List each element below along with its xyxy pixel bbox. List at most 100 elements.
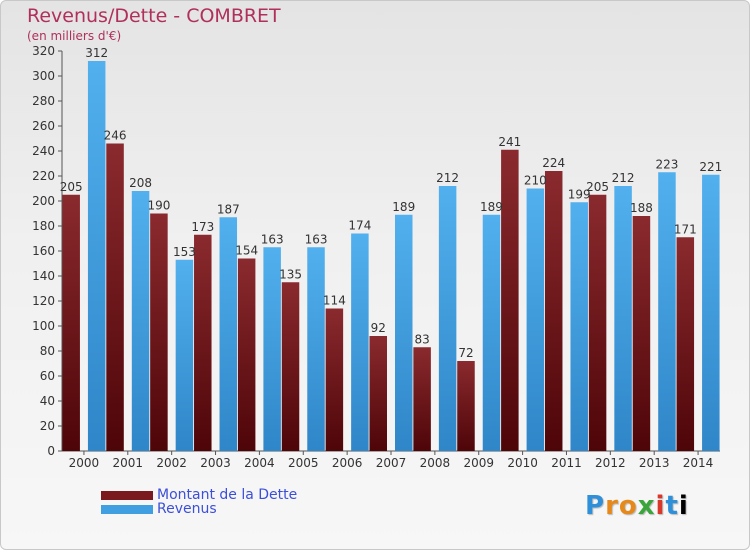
chart-unit-label: (en milliers d'€) [27,29,122,43]
x-tick-label: 2014 [683,456,714,470]
legend-label-dette: Montant de la Dette [157,487,298,503]
bar-revenus [438,186,457,451]
data-label-revenus: 174 [348,219,371,233]
y-tick-label: 60 [40,369,55,383]
x-tick-label: 2008 [420,456,451,470]
y-tick-label: 240 [32,144,55,158]
data-label-revenus: 210 [524,174,547,188]
data-label-dette: 171 [674,222,697,236]
y-tick-label: 180 [32,219,55,233]
x-tick-label: 2003 [200,456,231,470]
x-tick-label: 2007 [376,456,407,470]
bar-revenus [87,61,106,451]
chart-data-labels: 205 246 190 173 154 135 114 92 83 72 241 224 205 188 1… [60,46,723,360]
data-label-dette: 72 [458,346,473,360]
bar-revenus [175,259,194,451]
y-tick-label: 120 [32,294,55,308]
data-label-dette: 92 [371,321,386,335]
bar-revenus [614,186,632,451]
bar-dette [676,237,695,451]
bar-revenus [395,214,413,451]
y-tick-label: 320 [32,44,55,58]
data-label-revenus: 208 [129,176,152,190]
data-label-revenus: 153 [173,245,196,259]
x-tick-label: 2002 [156,456,187,470]
data-label-revenus: 223 [655,157,678,171]
data-label-dette: 241 [498,135,521,149]
y-tick-label: 220 [32,169,55,183]
data-label-revenus: 212 [612,171,635,185]
x-tick-label: 2012 [595,456,626,470]
bar-revenus [131,191,150,451]
proxiti-logo: Proxiti [585,491,689,521]
data-label-revenus: 199 [568,187,591,201]
legend-item-revenus: Revenus [101,500,217,518]
bar-revenus [482,214,501,451]
data-label-revenus: 163 [305,232,328,246]
x-tick-label: 2000 [69,456,100,470]
chart-bars [62,61,720,451]
x-tick-label: 2005 [288,456,319,470]
data-label-revenus: 163 [261,232,284,246]
y-tick-label: 160 [32,244,55,258]
bar-revenus [702,174,720,451]
data-label-revenus: 221 [699,160,722,174]
data-label-dette: 205 [586,180,609,194]
y-tick-label: 200 [32,194,55,208]
x-tick-label: 2006 [332,456,363,470]
bar-dette [237,258,256,451]
data-label-dette: 154 [235,244,258,258]
bar-dette [62,194,80,451]
data-label-dette: 135 [279,267,302,281]
data-label-dette: 246 [104,129,127,143]
y-tick-label: 40 [40,394,55,408]
bar-revenus [570,202,588,451]
x-tick-label: 2004 [244,456,275,470]
y-tick-label: 280 [32,94,55,108]
data-label-dette: 188 [630,201,653,215]
chart-title: Revenus/Dette - COMBRET [27,5,281,27]
legend-label-revenus: Revenus [157,501,217,517]
data-label-revenus: 189 [392,200,415,214]
data-label-dette: 114 [323,294,346,308]
x-tick-label: 2010 [507,456,538,470]
bar-dette [150,213,168,451]
y-tick-label: 300 [32,69,55,83]
bar-dette [501,149,519,451]
y-tick-label: 80 [40,344,55,358]
bar-revenus [351,233,369,451]
bar-dette [194,234,212,451]
bar-dette [281,282,300,451]
data-label-revenus: 187 [217,202,240,216]
data-label-revenus: 312 [85,46,108,60]
y-tick-label: 100 [32,319,55,333]
data-label-revenus: 212 [436,171,459,185]
chart-axes: 0 20 40 60 80 100 120 140 160 180 200 220 240 260 280 3… [32,44,720,470]
data-label-dette: 173 [191,220,214,234]
bar-revenus [526,188,545,451]
y-tick-label: 20 [40,419,55,433]
x-tick-label: 2013 [639,456,670,470]
data-label-revenus: 189 [480,200,503,214]
bar-revenus [263,247,281,451]
bar-dette [457,361,475,451]
data-label-dette: 190 [147,199,170,213]
bar-dette [369,336,387,451]
bar-dette [632,216,651,451]
data-label-dette: 83 [414,332,429,346]
bar-revenus [658,172,676,451]
legend-item-dette: Montant de la Dette [101,486,297,504]
data-label-dette: 224 [542,156,565,170]
y-tick-label: 0 [47,444,55,458]
bar-dette [544,171,563,451]
bar-revenus [219,217,238,451]
legend-swatch-dette [101,490,153,500]
y-tick-label: 260 [32,119,55,133]
x-tick-label: 2011 [551,456,582,470]
legend-swatch-revenus [101,504,153,514]
y-tick-label: 140 [32,269,55,283]
bar-revenus [307,247,325,451]
data-label-dette: 205 [60,180,83,194]
